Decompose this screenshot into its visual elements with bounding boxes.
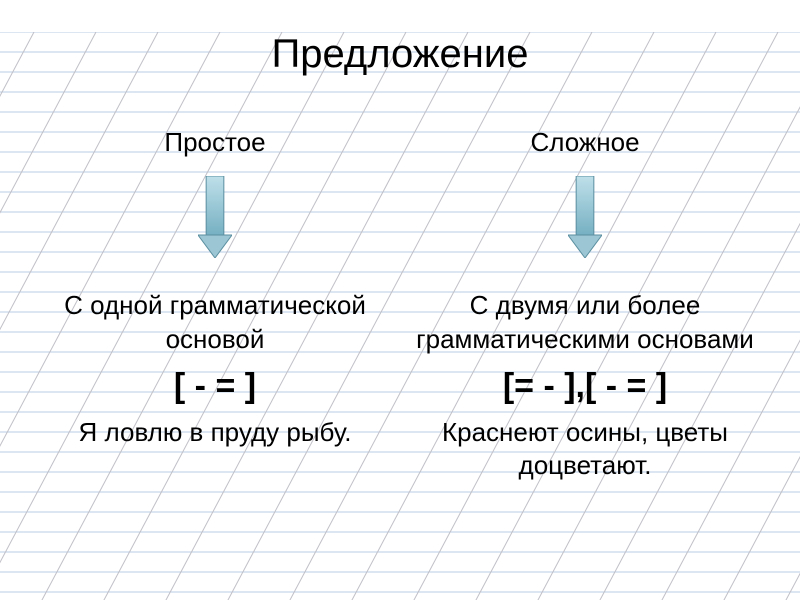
desc-simple: С одной грамматической основой: [45, 289, 385, 357]
slide-content: Предложение Простое С одной грамматическ…: [0, 32, 800, 600]
down-arrow-icon: [568, 176, 602, 263]
column-complex: Сложное С двумя или более грамматическим…: [415, 127, 755, 483]
page-title: Предложение: [0, 32, 800, 77]
columns: Простое С одной грамматической основой […: [0, 127, 800, 483]
subhead-simple: Простое: [164, 127, 265, 158]
column-simple: Простое С одной грамматической основой […: [45, 127, 385, 483]
example-complex: Краснеют осины, цветы доцветают.: [415, 416, 755, 484]
desc-complex: С двумя или более грамматическими основа…: [415, 289, 755, 357]
example-simple: Я ловлю в пруду рыбу.: [79, 416, 352, 450]
down-arrow-icon: [198, 176, 232, 263]
schema-complex: [= - ],[ - = ]: [503, 367, 667, 406]
schema-simple: [ - = ]: [174, 367, 256, 406]
subhead-complex: Сложное: [530, 127, 639, 158]
